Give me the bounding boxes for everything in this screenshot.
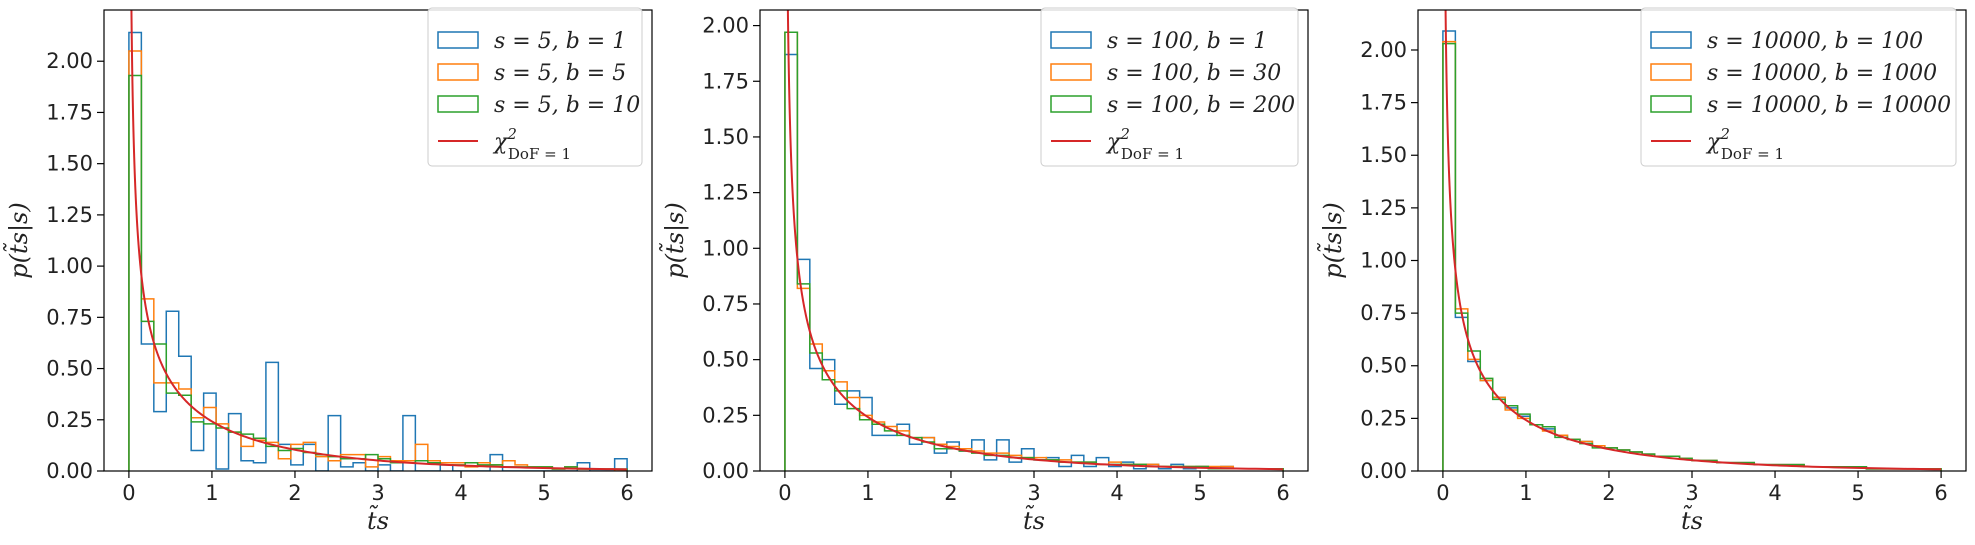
legend: s = 10000, b = 100 s = 10000, b = 1000 s =… — [1640, 7, 1957, 167]
x-tick-label: 2 — [288, 481, 301, 505]
y-tick-label: 2.00 — [702, 14, 749, 38]
x-axis-label: t̃s — [1023, 504, 1045, 535]
x-tick-label: 0 — [122, 481, 135, 505]
y-tick-label: 0.25 — [46, 408, 93, 432]
legend-label-subscript: DoF = 1 — [1121, 145, 1184, 163]
legend-swatch — [1650, 31, 1692, 49]
y-tick-label: 1.25 — [702, 181, 749, 205]
y-tick-label: 0.25 — [1360, 406, 1407, 430]
x-tick-label: 1 — [1519, 481, 1532, 505]
y-tick-label: 0.75 — [702, 292, 749, 316]
legend-label: s = 100, b = 200 — [1107, 93, 1295, 118]
x-tick-label: 2 — [944, 481, 957, 505]
y-tick-label: 1.25 — [1360, 196, 1407, 220]
legend-box — [427, 7, 643, 167]
y-axis-label: p(t̃s|s) — [658, 202, 690, 278]
x-axis-label: t̃s — [367, 504, 389, 535]
legend-box — [1640, 7, 1957, 167]
y-tick-label: 0.50 — [702, 348, 749, 372]
legend-swatch — [1050, 31, 1092, 49]
x-tick-label: 4 — [1768, 481, 1781, 505]
legend-swatch — [437, 31, 479, 49]
y-tick-label: 1.50 — [1360, 143, 1407, 167]
x-tick-label: 4 — [1110, 481, 1123, 505]
x-tick-label: 0 — [778, 481, 791, 505]
legend-label: s = 10000, b = 100 — [1707, 29, 1923, 54]
y-axis-label: p(t̃s|s) — [1316, 202, 1348, 278]
x-tick-label: 1 — [861, 481, 874, 505]
chart-panel-1: 0 1 2 3 4 5 6 0.00 0.25 0.50 0.75 1.00 1.25 1.50 1.75 2… — [2, 7, 653, 535]
chart-panel-3: 0 1 2 3 4 5 6 0.00 0.25 0.50 0.75 1.00 1.25 1.50 1.75 2… — [1316, 7, 1967, 535]
y-tick-label: 1.00 — [1360, 248, 1407, 272]
x-tick-label: 5 — [1193, 481, 1206, 505]
x-tick-label: 5 — [537, 481, 550, 505]
y-tick-label: 0.25 — [702, 403, 749, 427]
y-tick-label: 1.00 — [702, 236, 749, 260]
legend-box — [1040, 7, 1299, 167]
y-tick-label: 0.50 — [1360, 354, 1407, 378]
chi2-pdf-curve — [786, 10, 1284, 471]
legend-label: s = 100, b = 1 — [1107, 29, 1267, 54]
legend-label: s = 5, b = 10 — [494, 93, 640, 118]
y-axis-label: p(t̃s|s) — [2, 202, 34, 278]
legend-label-subscript: DoF = 1 — [1721, 145, 1784, 163]
legend-label: s = 100, b = 30 — [1107, 61, 1281, 86]
y-tick-label: 1.75 — [702, 69, 749, 93]
histogram-series-1 — [128, 31, 628, 471]
x-tick-label: 3 — [1685, 481, 1698, 505]
y-tick-label: 1.75 — [46, 100, 93, 124]
plot-area — [1442, 10, 1942, 471]
legend-swatch — [437, 63, 479, 81]
y-tick-label: 0.75 — [1360, 301, 1407, 325]
y-tick-label: 2.00 — [1360, 38, 1407, 62]
y-tick-label: 1.00 — [46, 254, 93, 278]
legend-label: s = 10000, b = 1000 — [1707, 61, 1937, 86]
x-tick-label: 0 — [1436, 481, 1449, 505]
y-tick-label: 1.25 — [46, 203, 93, 227]
y-tick-label: 1.50 — [702, 125, 749, 149]
x-tick-label: 3 — [1027, 481, 1040, 505]
y-tick-label: 0.00 — [702, 459, 749, 483]
legend-label-superscript: 2 — [1119, 125, 1130, 143]
x-axis-label: t̃s — [1681, 504, 1703, 535]
legend-label: s = 10000, b = 10000 — [1707, 93, 1951, 118]
y-tick-label: 1.75 — [1360, 91, 1407, 115]
legend-swatch — [1650, 95, 1692, 113]
chart-panel-2: 0 1 2 3 4 5 6 0.00 0.25 0.50 0.75 1.00 1.25 1.50 1.75 2… — [658, 7, 1309, 535]
y-tick-label: 0.50 — [46, 357, 93, 381]
x-tick-label: 1 — [205, 481, 218, 505]
legend-label-superscript: 2 — [506, 125, 517, 143]
y-tick-label: 2.00 — [46, 49, 93, 73]
y-tick-label: 0.75 — [46, 305, 93, 329]
legend-label-superscript: 2 — [1719, 125, 1730, 143]
x-tick-label: 2 — [1602, 481, 1615, 505]
chi2-pdf-curve — [130, 10, 628, 471]
legend-swatch — [437, 95, 479, 113]
y-tick-label: 0.00 — [46, 459, 93, 483]
plot-area — [784, 10, 1284, 471]
x-tick-label: 6 — [1276, 481, 1289, 505]
legend-swatch — [1050, 95, 1092, 113]
y-tick-label: 0.00 — [1360, 459, 1407, 483]
legend-label: s = 5, b = 5 — [494, 61, 626, 86]
x-tick-label: 5 — [1851, 481, 1864, 505]
chi2-pdf-curve — [1444, 10, 1942, 471]
x-tick-label: 3 — [371, 481, 384, 505]
legend-swatch — [1050, 63, 1092, 81]
histogram-series-1 — [784, 53, 1284, 471]
plot-area — [128, 10, 628, 471]
legend: s = 100, b = 1 s = 100, b = 30 s = 100, b … — [1040, 7, 1299, 167]
y-tick-label: 1.50 — [46, 152, 93, 176]
legend-swatch — [1650, 63, 1692, 81]
legend-label: s = 5, b = 1 — [494, 29, 626, 54]
x-tick-label: 4 — [454, 481, 467, 505]
x-tick-label: 6 — [620, 481, 633, 505]
x-tick-label: 6 — [1934, 481, 1947, 505]
legend-label-subscript: DoF = 1 — [508, 145, 571, 163]
